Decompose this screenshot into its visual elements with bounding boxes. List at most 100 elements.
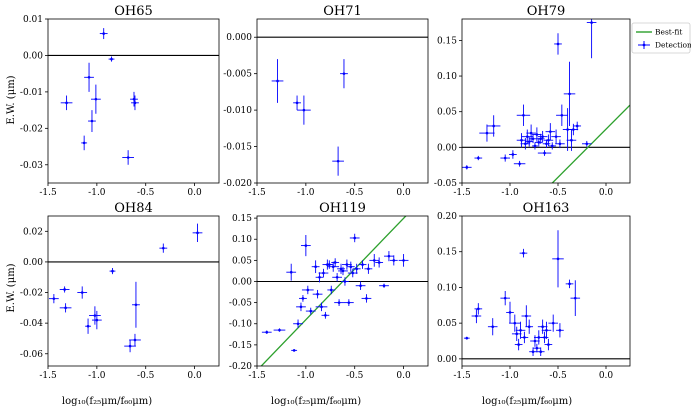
point-marker — [524, 142, 527, 146]
data-point — [529, 134, 537, 144]
point-marker — [568, 92, 571, 96]
panels: OH65 -1.5 -1.0 -0.5 0.0 0.01 0.00 -0.01 -0.02 -0.… — [20, 4, 631, 381]
x-tick-label: -1.5 — [248, 188, 266, 198]
plot-area — [257, 36, 428, 176]
panel-title: OH119 — [319, 201, 366, 216]
point-marker — [522, 251, 525, 255]
data-point — [59, 303, 72, 313]
y-tick-label: -0.05 — [229, 299, 252, 309]
point-marker — [302, 108, 306, 112]
panel-title: OH163 — [523, 201, 570, 216]
point-marker — [575, 124, 579, 128]
point-marker — [566, 128, 569, 131]
y-tick-label: -0.020 — [223, 179, 252, 189]
data-point — [349, 233, 360, 243]
point-marker — [522, 113, 525, 117]
data-point — [159, 243, 168, 253]
data-point — [534, 138, 543, 147]
point-marker — [331, 265, 335, 269]
point-marker — [80, 291, 84, 294]
y-tick-label: 0.20 — [437, 212, 457, 222]
panel-oh119: OH119 -1.5 -1.0 -0.5 0.0 0.15 0.10 0.05 0.00 -0.0… — [229, 201, 429, 381]
y-tick-label: -0.010 — [223, 106, 252, 116]
y-tick-label: 0.10 — [232, 235, 252, 245]
point-marker — [475, 314, 478, 318]
x-tick-label: -1.0 — [501, 371, 519, 381]
y-tick-label: 0.05 — [232, 256, 252, 266]
point-marker — [503, 296, 507, 300]
data-point — [509, 150, 517, 159]
data-point — [479, 124, 495, 142]
point-marker — [537, 141, 541, 144]
x-tick-label: 0.0 — [396, 371, 411, 381]
point-marker — [314, 265, 317, 269]
panel-oh71: OH71 -1.5 -1.0 -0.5 0.0 0.000 -0.005 -0.010 -0.0… — [223, 4, 429, 198]
x-axis-label-left: log₁₀(f₂₅μm/f₆₀μm) — [62, 396, 152, 407]
point-marker — [295, 101, 299, 105]
data-point — [91, 310, 102, 330]
data-point — [286, 263, 297, 281]
y-tick-label: 0.00 — [437, 143, 457, 153]
data-point — [555, 139, 565, 149]
point-marker — [296, 322, 300, 326]
data-point — [536, 133, 545, 144]
data-point — [131, 95, 139, 111]
point-marker — [359, 284, 362, 288]
data-point — [511, 326, 522, 341]
point-marker — [320, 305, 323, 309]
data-point — [341, 277, 349, 286]
point-marker — [265, 330, 269, 334]
data-point — [556, 104, 568, 126]
point-marker — [491, 325, 495, 329]
x-tick-label: -0.5 — [137, 188, 155, 198]
point-marker — [503, 156, 507, 160]
x-tick-label: -1.5 — [39, 188, 57, 198]
point-marker — [337, 301, 341, 304]
legend-detection-label: Detections — [655, 41, 691, 50]
panel-oh163: OH163 -1.5 -1.0 -0.5 0.0 0.20 0.15 0.10 0.05 0.00 — [437, 201, 631, 381]
x-axis-label-middle: log₁₀(f₂₅μm/f₆₀μm) — [271, 396, 361, 407]
point-marker — [558, 142, 562, 146]
point-marker — [345, 263, 349, 266]
point-marker — [535, 346, 539, 350]
y-tick-label: -0.10 — [229, 320, 252, 330]
data-point — [124, 339, 136, 353]
point-marker — [93, 314, 97, 317]
point-marker — [309, 309, 313, 313]
point-marker — [318, 275, 321, 279]
point-marker — [551, 321, 555, 325]
point-marker — [465, 166, 469, 169]
y-tick-label: 0.05 — [437, 319, 457, 329]
data-point — [343, 299, 354, 306]
point-marker — [95, 318, 99, 322]
y-tick-label: 0.00 — [232, 277, 252, 287]
point-marker — [64, 306, 67, 310]
y-tick-label: 0.00 — [23, 258, 43, 268]
data-point — [513, 160, 526, 167]
point-marker — [533, 339, 537, 343]
data-point — [271, 59, 284, 103]
point-marker — [554, 135, 558, 138]
point-marker — [560, 113, 564, 117]
y-tick-label: -0.20 — [229, 362, 252, 372]
panel-oh65: OH65 -1.5 -1.0 -0.5 0.0 0.01 0.00 -0.01 -0.02 -0.… — [20, 4, 220, 198]
data-point — [552, 230, 564, 288]
legend: Best-fit Detections — [631, 22, 691, 54]
data-point — [515, 321, 526, 339]
data-point — [532, 127, 542, 142]
best-fit-line — [551, 104, 630, 183]
y-tick-label: -0.04 — [20, 319, 43, 329]
data-point — [536, 347, 545, 356]
data-point — [300, 235, 311, 257]
y-tick-label: 0.05 — [437, 108, 457, 118]
data-point — [471, 308, 482, 324]
data-point — [129, 333, 141, 347]
point-marker — [590, 21, 593, 24]
point-marker — [349, 265, 353, 269]
point-marker — [392, 259, 396, 262]
x-tick-label: -0.5 — [549, 371, 567, 381]
data-point — [296, 302, 306, 312]
data-point — [293, 95, 301, 111]
point-marker — [324, 313, 327, 317]
